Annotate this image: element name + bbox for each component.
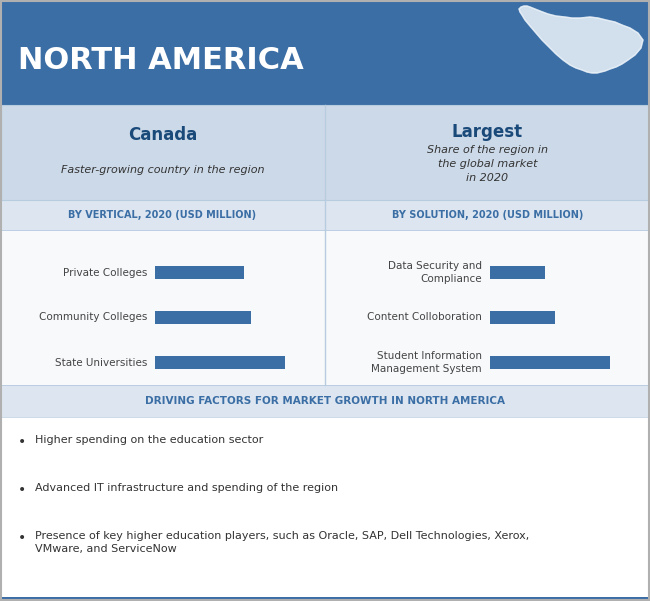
Text: Canada: Canada (128, 126, 197, 144)
Bar (0, 200, 650, 230)
Text: Presence of key higher education players, such as Oracle, SAP, Dell Technologies: Presence of key higher education players… (35, 531, 529, 541)
Text: Advanced IT infrastructure and spending of the region: Advanced IT infrastructure and spending … (35, 483, 338, 493)
Text: DRIVING FACTORS FOR MARKET GROWTH IN NORTH AMERICA: DRIVING FACTORS FOR MARKET GROWTH IN NOR… (145, 396, 505, 406)
Bar (490, 266, 545, 279)
Text: Higher spending on the education sector: Higher spending on the education sector (35, 435, 263, 445)
Text: BY VERTICAL, 2020 (USD MILLION): BY VERTICAL, 2020 (USD MILLION) (68, 210, 257, 220)
Bar (1, 200, 649, 230)
Text: VMware, and ServiceNow: VMware, and ServiceNow (35, 544, 177, 554)
Text: Faster-growing country in the region: Faster-growing country in the region (60, 165, 265, 175)
Text: Largest: Largest (452, 123, 523, 141)
Polygon shape (519, 6, 643, 73)
Text: Content Colloboration: Content Colloboration (367, 313, 482, 323)
Bar (0, 417, 650, 601)
Text: Student Information
Management System: Student Information Management System (371, 352, 482, 374)
Bar (1, 105, 649, 200)
Text: •: • (18, 531, 26, 545)
Bar (155, 266, 244, 279)
Text: Share of the region in
the global market
in 2020: Share of the region in the global market… (427, 145, 548, 183)
Text: Data Security and
Compliance: Data Security and Compliance (388, 261, 482, 284)
Bar (0, 0, 650, 105)
Text: State Universities: State Universities (55, 358, 147, 367)
Bar (155, 311, 251, 324)
Text: •: • (18, 435, 26, 449)
Text: •: • (18, 483, 26, 497)
Bar (0, 105, 650, 200)
Text: BY SOLUTION, 2020 (USD MILLION): BY SOLUTION, 2020 (USD MILLION) (392, 210, 583, 220)
Bar (1, 230, 649, 385)
Bar (0, 385, 650, 417)
Text: Community Colleges: Community Colleges (38, 313, 147, 323)
Bar (1, 385, 649, 417)
Text: Private Colleges: Private Colleges (62, 267, 147, 278)
Bar (0, 230, 650, 385)
Text: NORTH AMERICA: NORTH AMERICA (18, 46, 304, 75)
Bar (490, 356, 610, 369)
Bar (0, 597, 650, 601)
Polygon shape (519, 6, 643, 73)
Bar (490, 311, 555, 324)
Bar (155, 356, 285, 369)
